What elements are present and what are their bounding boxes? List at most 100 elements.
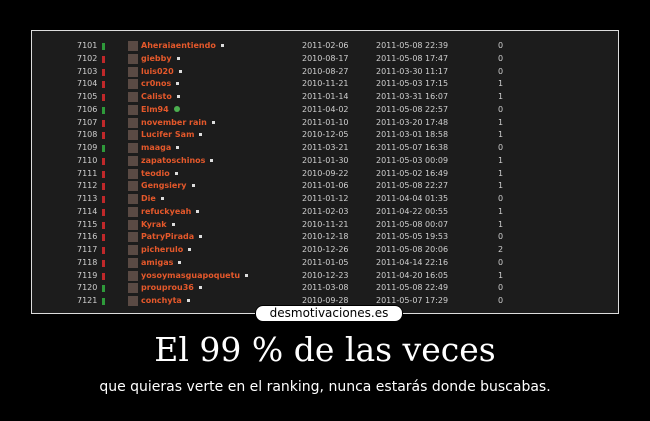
avatar[interactable] bbox=[128, 219, 138, 230]
rank-number: 7107 bbox=[77, 117, 98, 127]
last-visit: 2011-04-04 01:35 bbox=[376, 194, 449, 203]
last-visit: 2011-04-22 00:55 bbox=[376, 206, 449, 216]
username-link[interactable]: amigas bbox=[141, 257, 182, 269]
trend-down-icon bbox=[102, 183, 105, 191]
join-date: 2010-12-26 bbox=[302, 245, 349, 254]
status-icon bbox=[198, 286, 202, 290]
rank-number: 7113 bbox=[77, 194, 98, 203]
avatar[interactable] bbox=[128, 232, 138, 243]
username-link[interactable]: PatryPirada bbox=[141, 231, 203, 243]
rank-number: 7118 bbox=[77, 257, 98, 267]
trend-up-icon bbox=[102, 285, 105, 293]
status-icon bbox=[211, 120, 215, 124]
avatar[interactable] bbox=[128, 79, 138, 90]
username-link[interactable]: november rain bbox=[141, 117, 215, 129]
username: teodio bbox=[141, 168, 170, 178]
join-date: 2011-01-06 bbox=[302, 181, 349, 191]
username-link[interactable]: Lucifer Sam bbox=[141, 129, 203, 141]
join-date: 2010-12-18 bbox=[302, 232, 349, 242]
username-link[interactable]: Die bbox=[141, 193, 164, 205]
username-link[interactable]: conchyta bbox=[141, 295, 190, 307]
table-row: 7106 Elm94 2011-04-02 2011-05-08 22:57 0 bbox=[32, 104, 618, 116]
avatar[interactable] bbox=[128, 245, 138, 255]
rank-number: 7108 bbox=[77, 130, 98, 140]
avatar[interactable] bbox=[128, 41, 138, 51]
avatar[interactable] bbox=[128, 168, 138, 179]
count: 1 bbox=[498, 79, 504, 89]
username-link[interactable]: giebby bbox=[141, 53, 180, 65]
avatar[interactable] bbox=[128, 283, 138, 294]
username-link[interactable]: cr0nos bbox=[141, 78, 180, 90]
avatar[interactable] bbox=[128, 206, 138, 217]
join-date: 2010-11-21 bbox=[302, 219, 349, 229]
avatar[interactable] bbox=[128, 117, 138, 128]
avatar[interactable] bbox=[128, 143, 138, 153]
username-link[interactable]: yosoymasguapoquetu bbox=[141, 270, 249, 282]
join-date: 2011-03-21 bbox=[302, 143, 349, 152]
username: prouprou36 bbox=[141, 283, 194, 293]
trend-down-icon bbox=[102, 272, 105, 280]
username-link[interactable]: Calisto bbox=[141, 91, 180, 103]
table-row: 7121 conchyta 2010-09-28 2011-05-07 17:29 0 bbox=[32, 295, 618, 307]
avatar[interactable] bbox=[128, 66, 138, 77]
trend-down-icon bbox=[102, 81, 105, 89]
table-row: 7102 giebby 2010-08-17 2011-05-08 17:47 0 bbox=[32, 53, 618, 65]
username: Elm94 bbox=[141, 104, 169, 114]
status-icon bbox=[199, 235, 203, 239]
avatar[interactable] bbox=[128, 104, 138, 115]
avatar[interactable] bbox=[128, 194, 138, 204]
join-date: 2010-11-21 bbox=[302, 79, 349, 89]
avatar[interactable] bbox=[128, 296, 138, 306]
last-visit: 2011-05-03 00:09 bbox=[376, 155, 449, 165]
username-link[interactable]: picherulo bbox=[141, 244, 192, 256]
trend-down-icon bbox=[102, 119, 105, 127]
status-icon bbox=[245, 273, 249, 277]
avatar[interactable] bbox=[128, 155, 138, 166]
last-visit: 2011-05-08 22:27 bbox=[376, 181, 449, 191]
last-visit: 2011-03-01 18:58 bbox=[376, 130, 449, 140]
join-date: 2010-12-05 bbox=[302, 130, 349, 140]
username-link[interactable]: teodio bbox=[141, 168, 178, 180]
site-logo: desmotivaciones.es bbox=[255, 305, 403, 322]
table-row: 7112 Gengsiery 2011-01-06 2011-05-08 22:27 1 bbox=[32, 180, 618, 192]
username: conchyta bbox=[141, 296, 182, 305]
username-link[interactable]: luis020 bbox=[141, 66, 182, 78]
join-date: 2011-01-05 bbox=[302, 257, 349, 267]
username-link[interactable]: Aheraiaentiendo bbox=[141, 40, 224, 52]
avatar[interactable] bbox=[128, 92, 138, 102]
avatar[interactable] bbox=[128, 181, 138, 192]
username-link[interactable]: Gengsiery bbox=[141, 180, 195, 192]
trend-up-icon bbox=[102, 145, 105, 152]
username: zapatoschinos bbox=[141, 155, 206, 165]
username: Die bbox=[141, 194, 156, 203]
username-link[interactable]: refuckyeah bbox=[141, 206, 200, 218]
avatar[interactable] bbox=[128, 270, 138, 281]
rank-number: 7114 bbox=[77, 206, 98, 216]
ranking-screenshot: 7101 Aheraiaentiendo 2011-02-06 2011-05-08 … bbox=[31, 30, 619, 314]
username-link[interactable]: maaga bbox=[141, 142, 180, 154]
last-visit: 2011-03-30 11:17 bbox=[376, 66, 449, 76]
avatar[interactable] bbox=[128, 130, 138, 141]
status-icon bbox=[196, 209, 200, 213]
username-link[interactable]: prouprou36 bbox=[141, 282, 202, 294]
rank-number: 7109 bbox=[77, 143, 98, 152]
table-row: 7101 Aheraiaentiendo 2011-02-06 2011-05-08 … bbox=[32, 40, 618, 52]
trend-down-icon bbox=[102, 259, 105, 267]
avatar[interactable] bbox=[128, 53, 138, 64]
username-link[interactable]: Elm94 bbox=[141, 104, 180, 116]
count: 0 bbox=[498, 194, 504, 203]
count: 1 bbox=[498, 270, 504, 280]
avatar[interactable] bbox=[128, 257, 138, 268]
trend-down-icon bbox=[102, 170, 105, 178]
table-row: 7111 teodio 2010-09-22 2011-05-02 16:49 1 bbox=[32, 168, 618, 180]
username-link[interactable]: Kyrak bbox=[141, 219, 175, 231]
status-icon bbox=[176, 146, 180, 149]
rank-number: 7119 bbox=[77, 270, 98, 280]
trend-up-icon bbox=[102, 43, 105, 50]
last-visit: 2011-03-31 16:07 bbox=[376, 92, 449, 101]
table-row: 7103 luis020 2010-08-27 2011-03-30 11:17 0 bbox=[32, 66, 618, 78]
poster-subtitle: que quieras verte en el ranking, nunca e… bbox=[99, 379, 551, 395]
rank-number: 7115 bbox=[77, 219, 98, 229]
username-link[interactable]: zapatoschinos bbox=[141, 155, 214, 167]
rank-number: 7111 bbox=[77, 168, 98, 178]
